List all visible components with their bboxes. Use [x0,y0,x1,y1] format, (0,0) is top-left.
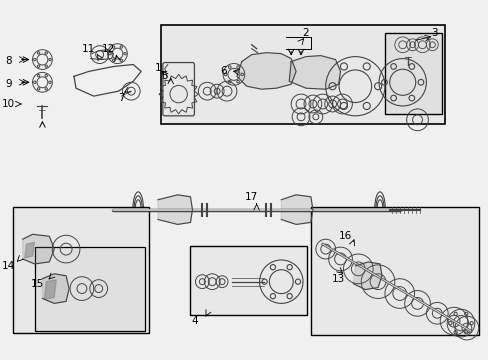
Text: 17: 17 [244,192,258,202]
Text: 2: 2 [302,28,309,38]
Bar [35,247,145,331]
Text: 4: 4 [191,316,197,326]
Polygon shape [44,280,56,300]
Text: 7: 7 [118,93,124,103]
Text: 3: 3 [430,28,437,38]
Text: 15: 15 [31,279,44,289]
Polygon shape [24,242,35,258]
Polygon shape [281,195,312,224]
Polygon shape [288,56,340,89]
Bar [13,207,149,333]
Text: 8: 8 [5,55,12,66]
Bar [384,33,441,114]
Polygon shape [236,53,296,89]
Text: 12: 12 [102,44,115,54]
Bar [310,207,478,335]
Text: 11: 11 [82,44,95,54]
Text: 5: 5 [161,71,168,81]
Text: 6: 6 [220,66,227,76]
Text: 16: 16 [338,231,351,241]
Bar [161,25,444,124]
Polygon shape [22,234,54,264]
Polygon shape [158,195,192,224]
Text: 9: 9 [5,79,12,89]
Bar [190,246,306,315]
Text: 1: 1 [154,63,161,73]
Text: 14: 14 [2,261,16,271]
Text: 10: 10 [2,99,16,109]
Polygon shape [353,262,381,289]
Polygon shape [42,274,69,303]
Text: 13: 13 [331,274,345,284]
